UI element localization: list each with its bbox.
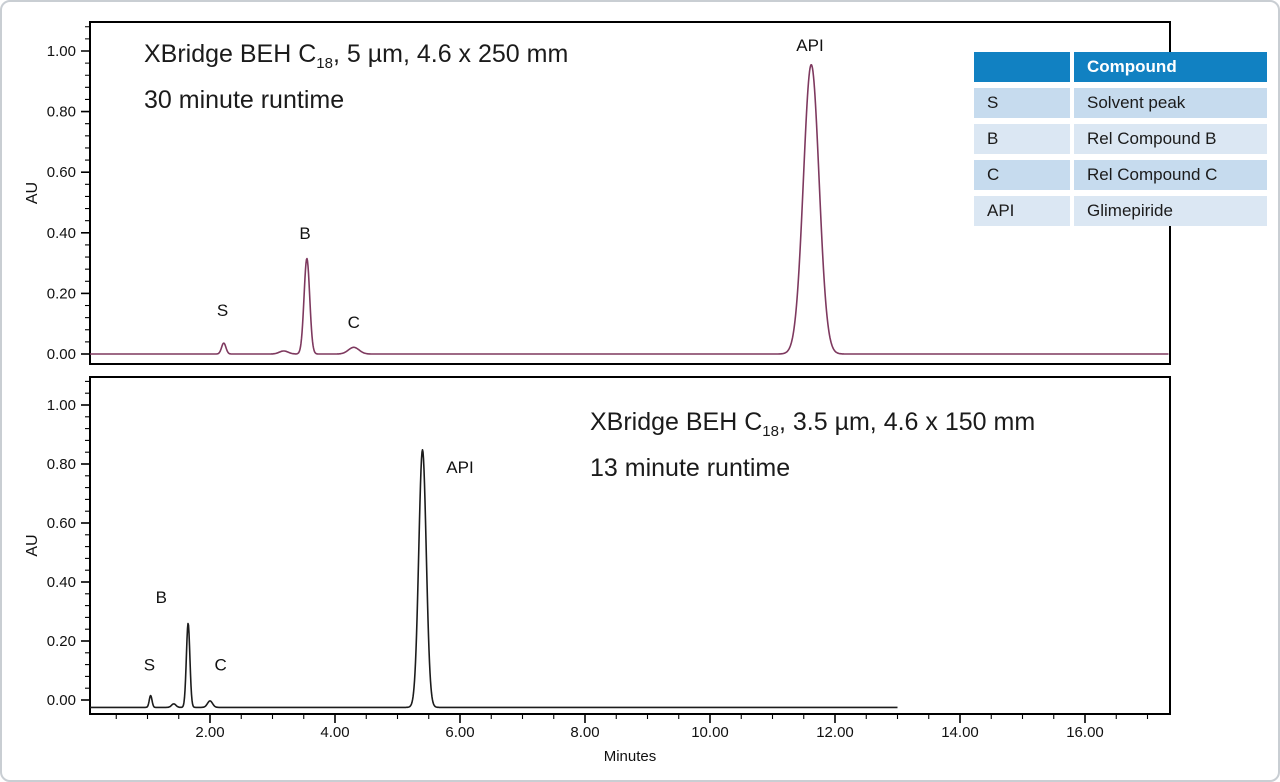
y-tick-label: 1.00	[47, 43, 76, 60]
y-tick-label: 0.40	[47, 225, 76, 242]
peak-label-c: C	[348, 313, 360, 332]
legend-key-api: API	[974, 196, 1070, 226]
legend-value-rel-compound-b: Rel Compound B	[1074, 124, 1267, 154]
plot-frame	[89, 376, 1171, 715]
panel-title-bottom: XBridge BEH C18, 3.5 µm, 4.6 x 150 mm 13…	[590, 404, 1035, 487]
x-tick-label: 10.00	[691, 724, 729, 741]
legend-key-c: C	[974, 160, 1070, 190]
panel-title-bottom-line2: 13 minute runtime	[590, 454, 791, 482]
y-tick-label: 0.00	[47, 692, 76, 709]
y-tick-label: 0.40	[47, 574, 76, 591]
legend-header-compound: Compound	[1074, 52, 1267, 82]
chromatogram-trace	[89, 64, 1169, 355]
y-tick-label: 1.00	[47, 397, 76, 414]
legend-value-solvent-peak: Solvent peak	[1074, 88, 1267, 118]
legend-header-key	[974, 52, 1070, 82]
x-tick-label: 8.00	[570, 724, 599, 741]
peak-label-s: S	[217, 301, 228, 320]
peak-label-c: C	[214, 656, 226, 675]
peak-label-api: API	[796, 36, 823, 55]
peak-label-s: S	[144, 656, 155, 675]
peak-label-b: B	[156, 588, 167, 607]
x-tick-label: 14.00	[941, 724, 979, 741]
y-axis-title: AU	[24, 182, 41, 204]
chromatogram-bottom-svg: 0.00 0.20 0.40 0.60 0.80 1.00 AU 2.00 4.00 6.00 8.…	[24, 376, 1171, 765]
y-tick-label: 0.80	[47, 104, 76, 121]
y-axis-title: AU	[24, 534, 41, 556]
peak-label-api: API	[446, 458, 473, 477]
panel-title-top-line2: 30 minute runtime	[144, 86, 345, 114]
x-tick-label: 4.00	[320, 724, 349, 741]
panel-title-top-line1: XBridge BEH C18, 5 µm, 4.6 x 250 mm	[144, 40, 569, 72]
y-tick-label: 0.00	[47, 346, 76, 363]
y-tick-label: 0.60	[47, 515, 76, 532]
legend-value-glimepiride: Glimepiride	[1074, 196, 1267, 226]
peak-label-b: B	[299, 224, 310, 243]
chromatogram-trace	[89, 449, 898, 709]
legend-key-b: B	[974, 124, 1070, 154]
panel-title-top: XBridge BEH C18, 5 µm, 4.6 x 250 mm 30 m…	[144, 36, 568, 119]
y-tick-label: 0.60	[47, 164, 76, 181]
y-tick-label: 0.20	[47, 285, 76, 302]
x-axis-title: Minutes	[604, 748, 657, 765]
legend-value-rel-compound-c: Rel Compound C	[1074, 160, 1267, 190]
y-tick-label: 0.20	[47, 633, 76, 650]
x-tick-label: 12.00	[816, 724, 854, 741]
panel-title-bottom-line1: XBridge BEH C18, 3.5 µm, 4.6 x 150 mm	[590, 408, 1036, 440]
x-tick-label: 2.00	[195, 724, 224, 741]
legend-key-s: S	[974, 88, 1070, 118]
x-tick-label: 16.00	[1066, 724, 1104, 741]
legend-table: Compound S Solvent peak B Rel Compound B…	[974, 52, 1267, 226]
x-tick-label: 6.00	[445, 724, 474, 741]
y-tick-label: 0.80	[47, 456, 76, 473]
